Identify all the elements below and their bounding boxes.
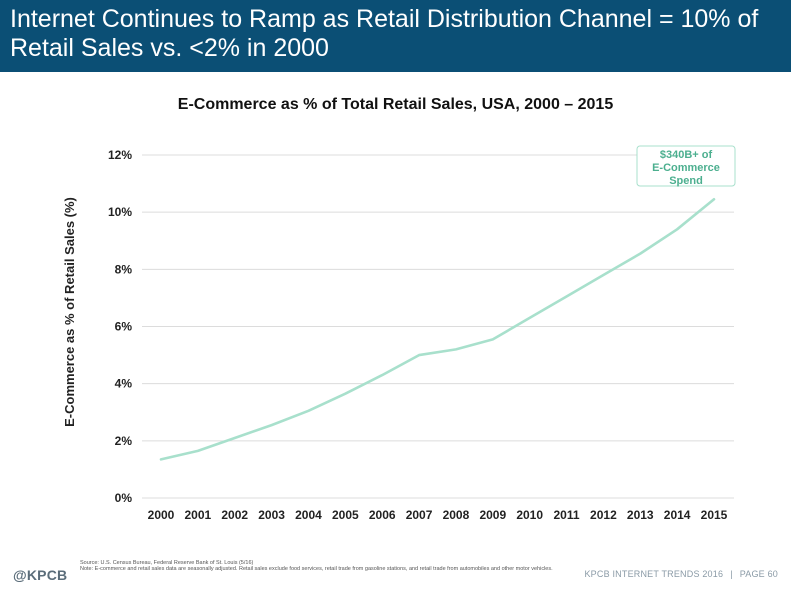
x-tick-label: 2012 [590, 508, 617, 522]
note-text: Note: E-commerce and retail sales data a… [80, 566, 553, 572]
page-number: PAGE 60 [739, 569, 778, 579]
x-tick-label: 2013 [627, 508, 654, 522]
x-tick-label: 2010 [516, 508, 543, 522]
source-text: Source: U.S. Census Bureau, Federal Rese… [80, 560, 254, 566]
x-tick-label: 2015 [701, 508, 728, 522]
series-line [159, 198, 716, 461]
y-tick-label: 10% [108, 205, 132, 219]
x-tick-label: 2011 [554, 508, 580, 522]
annotation-box [636, 145, 736, 187]
source-note: Source: U.S. Census Bureau, Federal Rese… [80, 560, 600, 572]
x-tick-label: 2003 [258, 508, 285, 522]
footer-separator: | [730, 569, 733, 579]
slide-title: Internet Continues to Ramp as Retail Dis… [10, 5, 759, 62]
x-tick-label: 2004 [295, 508, 322, 522]
x-tick-label: 2006 [369, 508, 396, 522]
footer-page-info: KPCB INTERNET TRENDS 2016 | PAGE 60 [584, 569, 778, 579]
header-bar: Internet Continues to Ramp as Retail Dis… [0, 0, 791, 72]
x-tick-label: 2001 [185, 508, 212, 522]
x-tick-label: 2008 [443, 508, 470, 522]
x-tick-label: 2007 [406, 508, 433, 522]
x-tick-label: 2009 [479, 508, 506, 522]
y-axis-label: E-Commerce as % of Retail Sales (%) [62, 197, 77, 427]
x-tick-label: 2002 [221, 508, 248, 522]
annotation-text: E-Commerce [652, 162, 720, 174]
chart-title: E-Commerce as % of Total Retail Sales, U… [177, 96, 614, 113]
y-tick-label: 4% [115, 377, 133, 391]
x-tick-label: 2000 [148, 508, 175, 522]
x-tick-label: 2005 [332, 508, 359, 522]
y-tick-label: 12% [108, 148, 132, 162]
footer-brand: KPCB INTERNET TRENDS 2016 [584, 569, 724, 579]
annotation-text: $340B+ of [660, 149, 713, 161]
x-tick-label: 2014 [664, 508, 691, 522]
kpcb-logo: @KPCB [13, 567, 68, 583]
y-tick-label: 8% [115, 262, 133, 276]
y-tick-label: 0% [115, 491, 133, 505]
y-tick-label: 6% [115, 320, 133, 334]
y-tick-label: 2% [115, 434, 133, 448]
annotation-text: Spend [669, 175, 703, 187]
